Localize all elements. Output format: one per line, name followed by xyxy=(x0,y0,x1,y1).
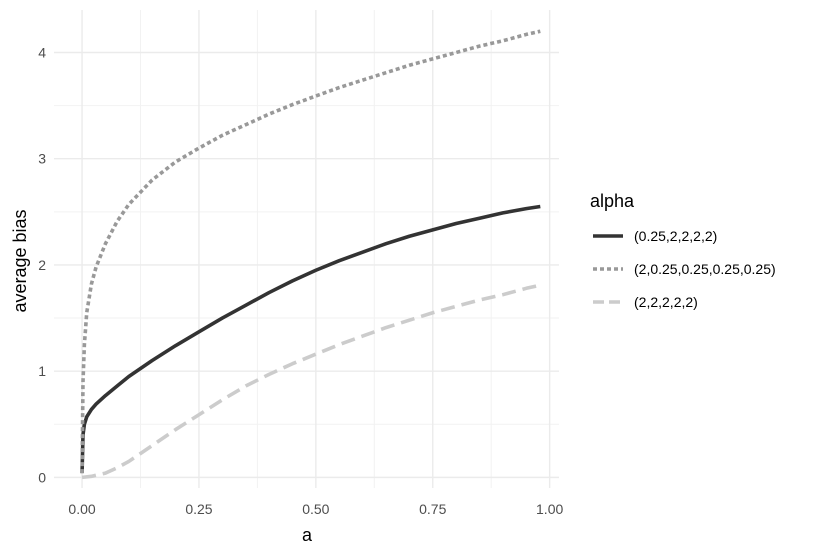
x-tick-label: 0.50 xyxy=(302,501,329,517)
y-axis-title: average bias xyxy=(10,209,30,312)
series-line-3 xyxy=(81,283,541,480)
series-line-2 xyxy=(80,29,541,474)
y-tick-label: 0 xyxy=(38,469,46,485)
series-lines xyxy=(80,29,541,480)
x-tick-label: 0.75 xyxy=(419,501,446,517)
y-tick-label: 2 xyxy=(38,257,46,273)
y-tick-label: 3 xyxy=(38,151,46,167)
y-tick-label: 4 xyxy=(38,44,46,60)
x-tick-label: 0.25 xyxy=(185,501,212,517)
legend-label-3: (2,2,2,2,2) xyxy=(634,294,698,310)
y-tick-label: 1 xyxy=(38,363,46,379)
grid xyxy=(54,10,559,488)
legend-label-2: (2,0.25,0.25,0.25,0.25) xyxy=(634,261,776,277)
x-axis-title: a xyxy=(302,525,313,545)
legend-label-1: (0.25,2,2,2,2) xyxy=(634,228,717,244)
legend: alpha (0.25,2,2,2,2) (2,0.25,0.25,0.25,0.… xyxy=(590,191,776,310)
x-tick-label: 1.00 xyxy=(536,501,563,517)
axis-ticks: 0.00 0.25 0.50 0.75 1.00 0 1 2 3 4 xyxy=(38,44,563,517)
series-line-1 xyxy=(80,204,541,474)
x-tick-label: 0.00 xyxy=(68,501,95,517)
legend-title: alpha xyxy=(590,191,635,211)
